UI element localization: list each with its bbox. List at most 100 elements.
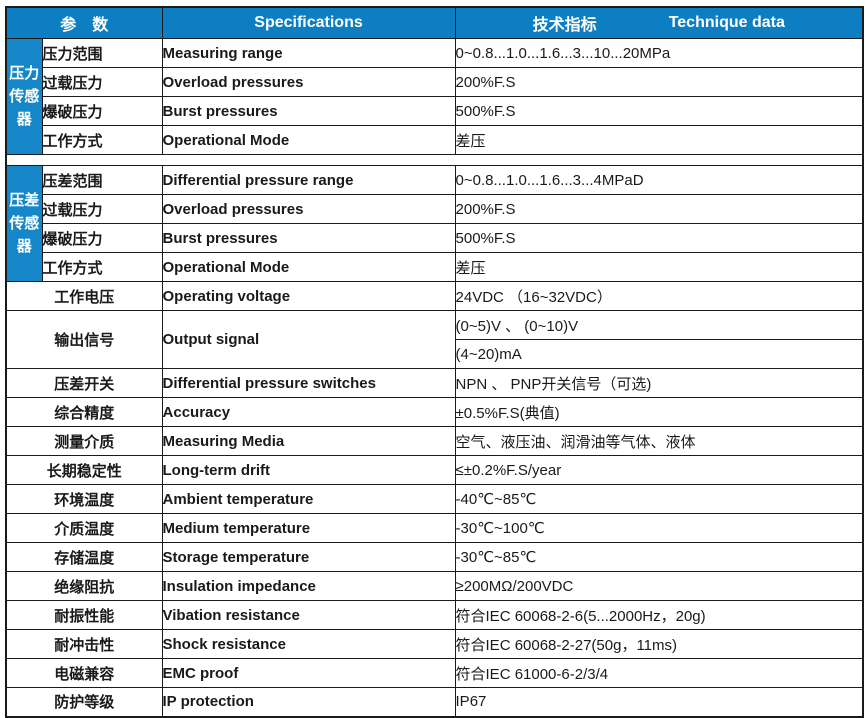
param-en: Operational Mode: [161, 252, 456, 282]
param-cn: 耐振性能: [5, 600, 163, 630]
table-row: 工作方式 Operational Mode 差压: [6, 252, 864, 282]
param-cn: 存储温度: [5, 542, 163, 572]
param-value: 空气、液压油、润滑油等气体、液体: [454, 426, 864, 456]
param-cn: 输出信号: [5, 310, 163, 369]
param-cn: 耐冲击性: [5, 629, 163, 659]
param-value: 500%F.S: [454, 96, 864, 126]
param-value: -40℃~85℃: [454, 484, 864, 514]
param-value: IP67: [454, 687, 864, 717]
param-en: Overload pressures: [161, 194, 456, 224]
param-en: Operating voltage: [161, 281, 456, 311]
param-cn: 爆破压力: [41, 223, 163, 253]
table-row: 过载压力 Overload pressures 200%F.S: [6, 67, 864, 97]
table-row: 电磁兼容 EMC proof 符合IEC 61000-6-2/3/4: [5, 658, 864, 688]
header-specifications: Specifications: [161, 6, 456, 39]
param-value: 200%F.S: [454, 67, 864, 97]
table-row: 爆破压力 Burst pressures 500%F.S: [6, 96, 864, 126]
param-en: Vibation resistance: [161, 600, 456, 630]
table-row: 工作方式 Operational Mode 差压: [6, 125, 864, 155]
table-row: 过载压力 Overload pressures 200%F.S: [6, 194, 864, 224]
param-en: Measuring range: [161, 38, 456, 68]
param-value: 500%F.S: [454, 223, 864, 253]
table-row: 压差开关 Differential pressure switches NPN …: [5, 368, 864, 398]
side-label-differential-sensor: 压差传感器: [5, 165, 43, 282]
table-header-row: 参 数 Specifications 技术指标 Technique data: [5, 6, 864, 39]
param-value: ±0.5%F.S(典值): [454, 397, 864, 427]
param-en: Overload pressures: [161, 67, 456, 97]
param-cn: 测量介质: [5, 426, 163, 456]
param-value: -30℃~85℃: [454, 542, 864, 572]
specification-table: 参 数 Specifications 技术指标 Technique data 压…: [4, 6, 865, 718]
param-cn: 压差开关: [5, 368, 163, 398]
param-cn: 长期稳定性: [5, 455, 163, 485]
param-value: (4~20)mA: [454, 339, 864, 369]
table-row: 存储温度 Storage temperature -30℃~85℃: [5, 542, 864, 572]
param-value: 差压: [454, 125, 864, 155]
param-cn: 爆破压力: [41, 96, 163, 126]
param-en: Insulation impedance: [161, 571, 456, 601]
param-cn: 工作方式: [41, 125, 163, 155]
table-row: 环境温度 Ambient temperature -40℃~85℃: [5, 484, 864, 514]
param-cn: 压力范围: [41, 38, 163, 68]
param-en: EMC proof: [161, 658, 456, 688]
param-en: Medium temperature: [161, 513, 456, 543]
param-value: 24VDC （16~32VDC）: [454, 281, 864, 311]
table-row: 长期稳定性 Long-term drift ≤±0.2%F.S/year: [5, 455, 864, 485]
param-cn: 工作电压: [5, 281, 163, 311]
param-en: Long-term drift: [161, 455, 456, 485]
param-cn: 压差范围: [41, 165, 163, 195]
param-value: (0~5)V 、 (0~10)V: [454, 310, 864, 340]
param-cn: 电磁兼容: [5, 658, 163, 688]
table-row: 介质温度 Medium temperature -30℃~100℃: [5, 513, 864, 543]
param-en: Accuracy: [161, 397, 456, 427]
table-row: 压力传感器 压力范围 Measuring range 0~0.8...1.0..…: [5, 38, 864, 155]
param-en: Storage temperature: [161, 542, 456, 572]
param-cn: 环境温度: [5, 484, 163, 514]
param-en: Shock resistance: [161, 629, 456, 659]
table-row: 绝缘阻抗 Insulation impedance ≥200MΩ/200VDC: [5, 571, 864, 601]
param-value: 0~0.8...1.0...1.6...3...10...20MPa: [454, 38, 864, 68]
param-value: 符合IEC 60068-2-27(50g，11ms): [454, 629, 864, 659]
param-value: 符合IEC 61000-6-2/3/4: [454, 658, 864, 688]
param-en: Differential pressure switches: [161, 368, 456, 398]
header-tech-cn: 技术指标: [532, 17, 597, 34]
param-en: Output signal: [161, 310, 456, 369]
table-row: 爆破压力 Burst pressures 500%F.S: [6, 223, 864, 253]
param-value: ≤±0.2%F.S/year: [454, 455, 864, 485]
param-cn: 综合精度: [5, 397, 163, 427]
param-en: Operational Mode: [161, 125, 456, 155]
param-value: NPN 、 PNP开关信号（可选): [454, 368, 864, 398]
param-cn: 绝缘阻抗: [5, 571, 163, 601]
param-cn: 防护等级: [5, 687, 163, 717]
section-separator: [4, 154, 865, 166]
table-row: 工作电压 Operating voltage 24VDC （16~32VDC）: [5, 281, 864, 311]
param-value: -30℃~100℃: [454, 513, 864, 543]
param-cn: 工作方式: [41, 252, 163, 282]
param-en: Ambient temperature: [161, 484, 456, 514]
param-cn: 介质温度: [5, 513, 163, 543]
param-en: Differential pressure range: [161, 165, 456, 195]
param-en: Measuring Media: [161, 426, 456, 456]
table-row: 防护等级 IP protection IP67: [5, 687, 864, 717]
param-value: 符合IEC 60068-2-6(5...2000Hz，20g): [454, 600, 864, 630]
param-cn: 过载压力: [41, 194, 163, 224]
table-row: 输出信号 Output signal (0~5)V 、 (0~10)V: [5, 310, 864, 369]
table-row: (4~20)mA: [6, 339, 864, 369]
param-value: 0~0.8...1.0...1.6...3...4MPaD: [454, 165, 864, 195]
param-en: Burst pressures: [161, 223, 456, 253]
param-cn: 过载压力: [41, 67, 163, 97]
param-en: IP protection: [161, 687, 456, 717]
header-tech-en: Technique data: [668, 14, 785, 31]
header-technique-data: 技术指标 Technique data: [454, 6, 864, 39]
table-row: 压差传感器 压差范围 Differential pressure range 0…: [5, 165, 864, 282]
header-param: 参 数: [5, 6, 163, 39]
param-en: Burst pressures: [161, 96, 456, 126]
param-value: ≥200MΩ/200VDC: [454, 571, 864, 601]
table-row: 耐振性能 Vibation resistance 符合IEC 60068-2-6…: [5, 600, 864, 630]
table-row: 耐冲击性 Shock resistance 符合IEC 60068-2-27(5…: [5, 629, 864, 659]
table-row: 测量介质 Measuring Media 空气、液压油、润滑油等气体、液体: [5, 426, 864, 456]
table-row: 综合精度 Accuracy ±0.5%F.S(典值): [5, 397, 864, 427]
param-value: 差压: [454, 252, 864, 282]
param-value: 200%F.S: [454, 194, 864, 224]
